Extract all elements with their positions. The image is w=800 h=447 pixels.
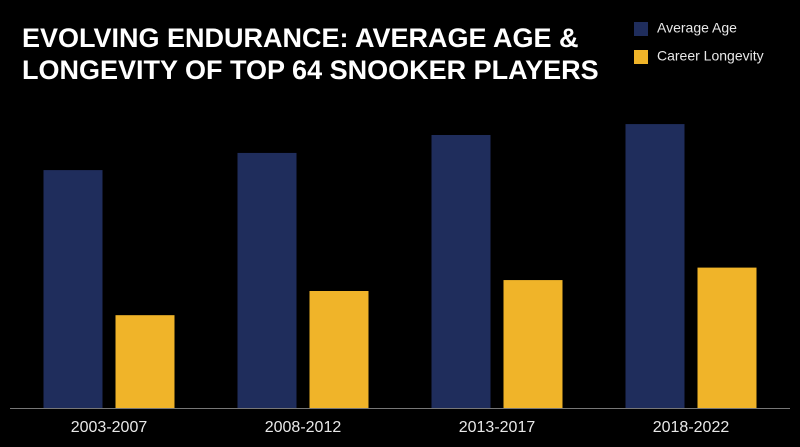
legend-swatch	[634, 22, 648, 36]
bar	[625, 124, 685, 408]
bar	[309, 291, 369, 408]
bar	[697, 267, 757, 408]
bar	[503, 280, 563, 408]
x-tick-label: 2008-2012	[265, 419, 342, 436]
bar	[115, 315, 175, 408]
x-tick-label: 2013-2017	[459, 419, 536, 436]
bar	[237, 152, 297, 408]
bar	[431, 135, 491, 408]
legend-label: Average Age	[657, 20, 737, 36]
chart-title: EVOLVING ENDURANCE: AVERAGE AGE &	[22, 23, 579, 53]
chart-title: LONGEVITY OF TOP 64 SNOOKER PLAYERS	[22, 55, 599, 85]
legend-label: Career Longevity	[657, 48, 764, 64]
x-tick-label: 2018-2022	[653, 419, 730, 436]
bar	[43, 170, 103, 408]
legend-swatch	[634, 50, 648, 64]
x-tick-label: 2003-2007	[71, 419, 148, 436]
